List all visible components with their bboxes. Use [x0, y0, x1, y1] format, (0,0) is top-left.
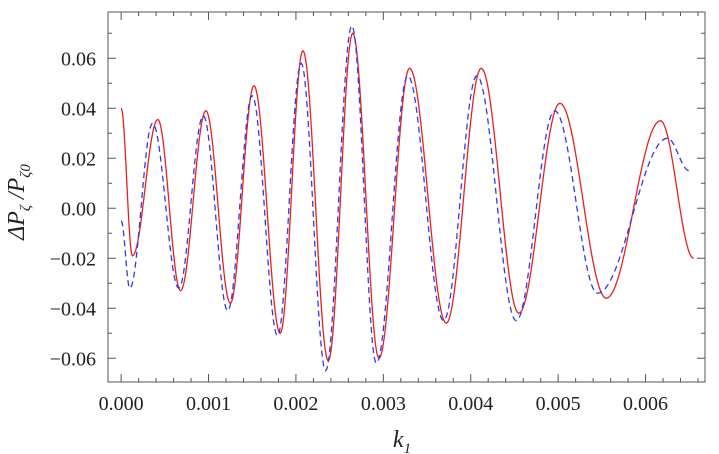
y-axis-title: ΔPζ /Pζ0: [4, 164, 34, 241]
x-tick-label: 0.000: [99, 393, 144, 415]
axis-ticks: [108, 12, 705, 382]
y-tick-label: −0.06: [50, 348, 96, 370]
y-axis-title-group: ΔPζ /Pζ0: [4, 164, 34, 241]
plot-frame: [107, 11, 706, 383]
x-tick-label: 0.001: [186, 393, 231, 415]
x-tick-label: 0.004: [448, 393, 493, 415]
series-line-dashed-blue: [120, 24, 690, 372]
y-tick-label: 0.00: [61, 198, 96, 220]
series-line-solid-red: [120, 32, 694, 362]
y-tick-label: 0.04: [61, 98, 96, 120]
x-tick-label: 0.005: [536, 393, 581, 415]
y-tick-label: 0.02: [61, 148, 96, 170]
x-tick-label: 0.003: [361, 393, 406, 415]
y-tick-label: −0.04: [50, 298, 96, 320]
tick-labels: 0.000 0.001 0.002 0.003 0.004 0.005 0.006 −0.06…: [50, 48, 668, 415]
x-tick-label: 0.002: [273, 393, 318, 415]
x-tick-label: 0.006: [623, 393, 668, 415]
y-tick-label: −0.02: [50, 248, 96, 270]
y-tick-label: 0.06: [61, 48, 96, 70]
chart-marks: [120, 24, 694, 372]
x-axis-title: k1: [393, 427, 411, 454]
